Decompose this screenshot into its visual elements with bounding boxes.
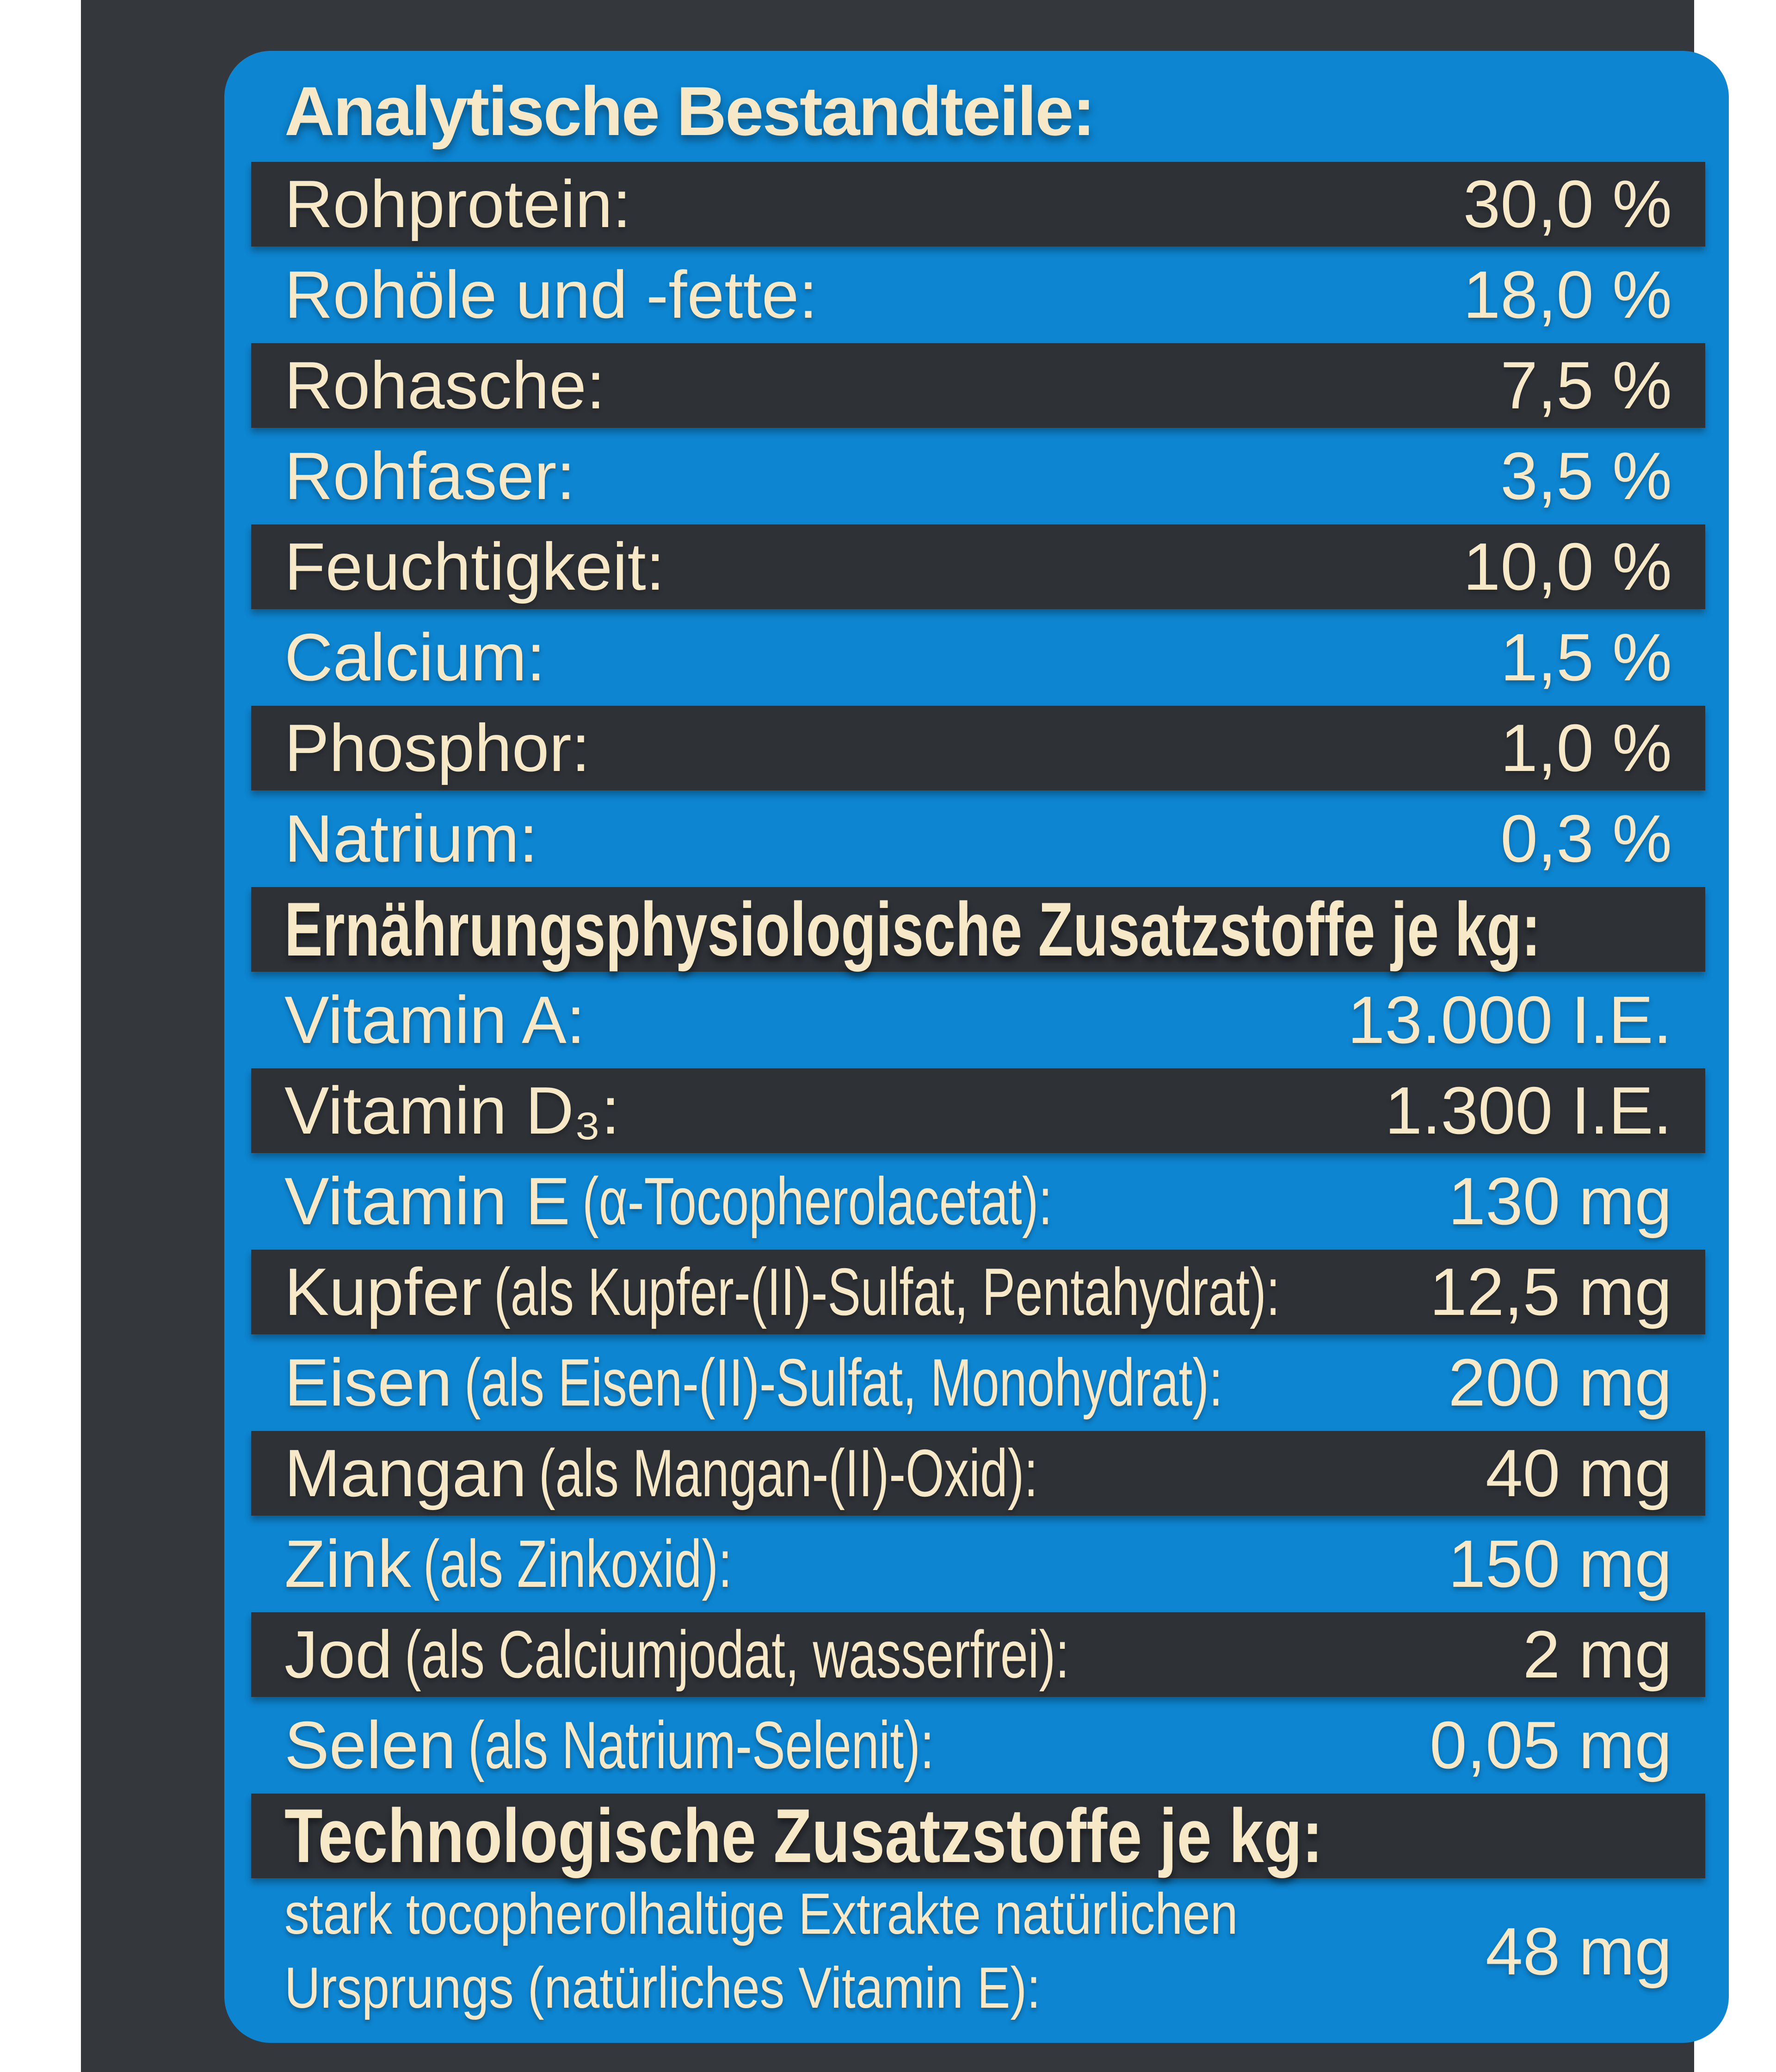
row-value: 12,5 mg <box>1430 1254 1672 1329</box>
row-rohfaser: Rohfaser: 3,5 % <box>251 434 1705 518</box>
row-value: 7,5 % <box>1500 348 1672 423</box>
row-label: Calcium: <box>284 620 545 695</box>
row-label: Vitamin A: <box>284 982 586 1057</box>
row-value: 18,0 % <box>1463 257 1672 332</box>
row-value: 10,0 % <box>1463 529 1672 604</box>
row-label: Jod (als Calciumjodat, wasserfrei): <box>284 1617 1069 1692</box>
row-label: Mangan (als Mangan-(II)-Oxid): <box>284 1436 1038 1511</box>
row-label: Rohöle und -fette: <box>284 257 818 332</box>
row-rohasche: Rohasche: 7,5 % <box>251 343 1705 428</box>
panel-title: Analytische Bestandteile: <box>284 72 1096 150</box>
row-value: 0,3 % <box>1500 801 1672 876</box>
row-phosphor: Phosphor: 1,0 % <box>251 706 1705 790</box>
row-label: Vitamin E (α-Tocopherolacetat): <box>284 1164 1053 1239</box>
row-value: 48 mg <box>1486 1913 1672 1989</box>
row-label: Vitamin D₃: <box>284 1073 620 1148</box>
row-rohprotein: Rohprotein: 30,0 % <box>251 162 1705 247</box>
section-header-technological-additives: Technologische Zusatzstoffe je kg: <box>251 1794 1705 1878</box>
row-value: 200 mg <box>1448 1345 1672 1420</box>
row-label: Feuchtigkeit: <box>284 529 665 604</box>
row-value: 13.000 I.E. <box>1347 982 1672 1057</box>
row-value: 3,5 % <box>1500 438 1672 513</box>
row-value: 150 mg <box>1448 1526 1672 1601</box>
row-label: Zink (als Zinkoxid): <box>284 1526 732 1601</box>
row-value: 1.300 I.E. <box>1385 1073 1672 1148</box>
row-label: Kupfer (als Kupfer-(II)-Sulfat, Pentahydr… <box>284 1254 1280 1329</box>
row-value: 2 mg <box>1523 1617 1672 1692</box>
row-value: 40 mg <box>1486 1436 1672 1511</box>
row-value: 0,05 mg <box>1430 1708 1672 1782</box>
row-label-line1: stark tocopherolhaltige Extrakte natürli… <box>284 1882 1238 1946</box>
row-calcium: Calcium: 1,5 % <box>251 615 1705 700</box>
row-label: Rohfaser: <box>284 438 575 513</box>
row-rohoele-und-fette: Rohöle und -fette: 18,0 % <box>251 253 1705 337</box>
row-label: Rohasche: <box>284 348 605 423</box>
row-vitamin-e: Vitamin E (α-Tocopherolacetat): 130 mg <box>251 1159 1705 1244</box>
row-label: Selen (als Natrium-Selenit): <box>284 1708 934 1782</box>
row-tocopherol-extracts: stark tocopherolhaltige Extrakte natürli… <box>251 1882 1705 2020</box>
row-value: 1,0 % <box>1500 710 1672 785</box>
row-value: 30,0 % <box>1463 166 1672 241</box>
row-label-line2: Ursprungs (natürliches Vitamin E): <box>284 1956 1041 2020</box>
section-header-nutritional-additives: Ernährungsphysiologische Zusatzstoffe je… <box>251 887 1705 972</box>
row-eisen: Eisen (als Eisen-(II)-Sulfat, Monohydrat)… <box>251 1340 1705 1425</box>
row-value: 1,5 % <box>1500 620 1672 695</box>
product-label-background: Analytische Bestandteile: Rohprotein: 30… <box>81 0 1729 2072</box>
row-natrium: Natrium: 0,3 % <box>251 796 1705 881</box>
row-jod: Jod (als Calciumjodat, wasserfrei): 2 mg <box>251 1612 1705 1697</box>
row-label: Phosphor: <box>284 710 590 785</box>
row-mangan: Mangan (als Mangan-(II)-Oxid): 40 mg <box>251 1431 1705 1516</box>
row-value: 130 mg <box>1448 1164 1672 1239</box>
row-kupfer: Kupfer (als Kupfer-(II)-Sulfat, Pentahydr… <box>251 1250 1705 1334</box>
row-selen: Selen (als Natrium-Selenit): 0,05 mg <box>251 1703 1705 1788</box>
section-title: Ernährungsphysiologische Zusatzstoffe je… <box>284 887 1541 972</box>
row-label: Rohprotein: <box>284 166 631 241</box>
row-label: stark tocopherolhaltige Extrakte natürli… <box>284 1877 1486 2025</box>
row-zink: Zink (als Zinkoxid): 150 mg <box>251 1522 1705 1606</box>
section-title: Technologische Zusatzstoffe je kg: <box>284 1793 1323 1878</box>
row-vitamin-a: Vitamin A: 13.000 I.E. <box>251 978 1705 1062</box>
row-label: Natrium: <box>284 801 538 876</box>
row-feuchtigkeit: Feuchtigkeit: 10,0 % <box>251 524 1705 609</box>
analytics-panel: Analytische Bestandteile: Rohprotein: 30… <box>224 51 1729 2043</box>
row-vitamin-d3: Vitamin D₃: 1.300 I.E. <box>251 1068 1705 1153</box>
nutrient-rows-list: Rohprotein: 30,0 % Rohöle und -fette: 18… <box>251 162 1705 2020</box>
row-label: Eisen (als Eisen-(II)-Sulfat, Monohydrat)… <box>284 1345 1223 1420</box>
